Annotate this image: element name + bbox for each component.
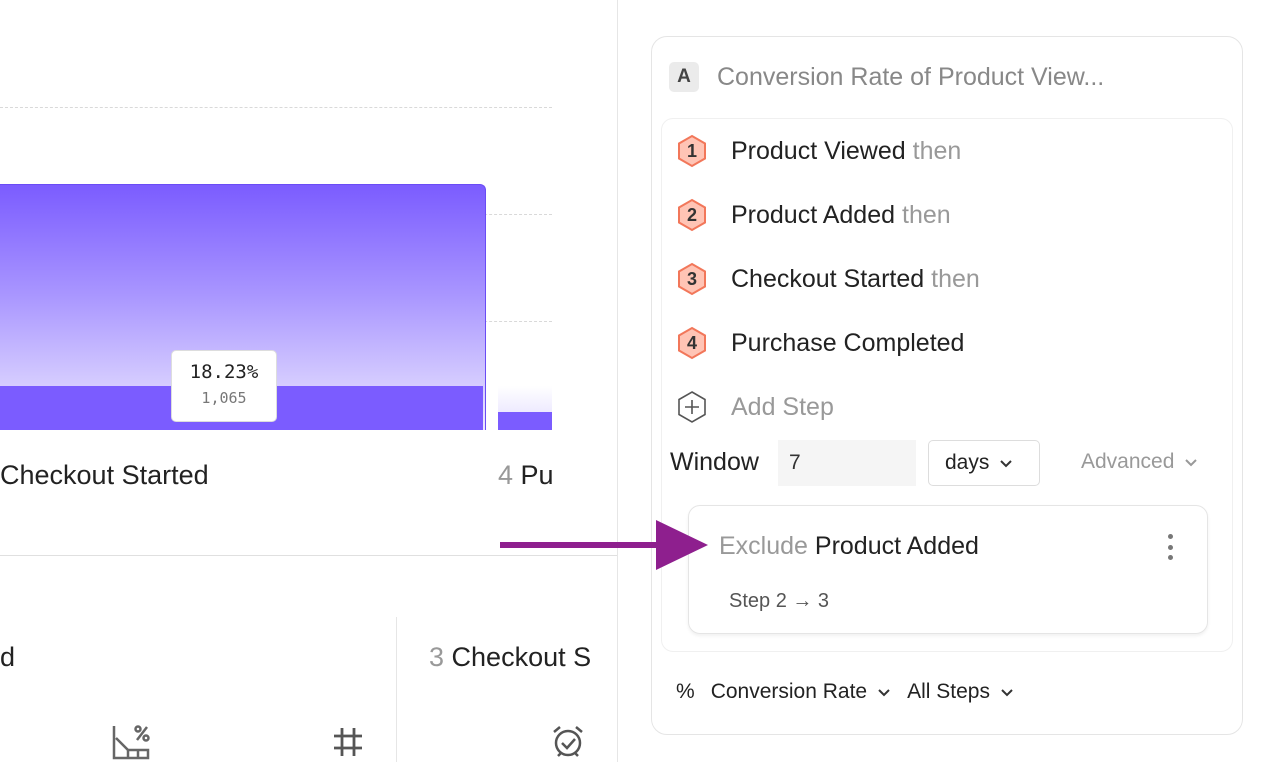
bar-label-name: Pu <box>520 460 552 490</box>
metric-title[interactable]: Conversion Rate of Product View... <box>717 63 1105 91</box>
step-number-icon: 1 <box>676 134 708 168</box>
summary-column-title: 3 Checkout S <box>429 642 617 673</box>
step-number: 3 <box>686 269 697 289</box>
tooltip-count: 1,065 <box>201 389 247 407</box>
metric-type-value: Conversion Rate <box>710 680 868 703</box>
step-suffix: then <box>931 264 980 293</box>
bar-label: 4 Pu <box>498 460 552 491</box>
conversion-tooltip: 18.23% 1,065 <box>171 350 277 422</box>
advanced-label: Advanced <box>1081 450 1175 473</box>
exclusion-title: Exclude Product Added <box>719 532 979 561</box>
hash-icon[interactable] <box>332 726 364 758</box>
chevron-down-icon <box>878 688 890 696</box>
steps-scope-dropdown[interactable]: All Steps <box>907 680 1014 704</box>
step-suffix: then <box>902 200 951 229</box>
step-name: Purchase Completed <box>731 328 965 357</box>
chevron-down-icon <box>1000 459 1013 467</box>
window-unit-value: days <box>945 451 990 474</box>
bar-label: Checkout Started <box>0 460 209 491</box>
metric-type-dropdown[interactable]: Conversion Rate <box>711 680 891 704</box>
more-options-icon[interactable] <box>1167 534 1173 560</box>
tooltip-percent: 18.23% <box>189 361 259 383</box>
step-name: Checkout Started <box>731 264 925 293</box>
funnel-step[interactable]: 1 Product Viewed then <box>676 134 961 168</box>
add-step-label: Add Step <box>731 392 834 421</box>
step-name: Product Added <box>731 200 896 229</box>
percent-icon: % <box>676 680 695 703</box>
summary-number: 3 <box>429 642 445 672</box>
summary-name: Checkout S <box>451 642 592 672</box>
metric-badge: A <box>669 62 699 92</box>
add-step-button[interactable]: Add Step <box>676 390 834 424</box>
window-label: Window <box>670 448 759 476</box>
bar-purchase-completed-converted[interactable] <box>498 412 552 430</box>
plus-hex-icon <box>676 390 708 424</box>
summary-column-title: d <box>0 642 20 673</box>
divider <box>0 555 617 556</box>
divider <box>396 617 397 762</box>
bar-label-name: Checkout Started <box>0 460 209 490</box>
gridline <box>0 107 552 108</box>
advanced-dropdown[interactable]: Advanced <box>1081 450 1198 474</box>
step-number: 2 <box>686 205 697 225</box>
step-number: 4 <box>686 333 697 353</box>
exclusion-event: Product Added <box>814 532 979 560</box>
step-number: 1 <box>686 141 697 161</box>
window-input[interactable] <box>778 440 916 486</box>
step-name: Product Viewed <box>731 136 906 165</box>
exclusion-prefix: Exclude <box>719 532 808 560</box>
metric-settings-row: % Conversion Rate All Steps <box>676 680 1014 704</box>
panel-divider <box>617 0 618 762</box>
window-unit-select[interactable]: days <box>928 440 1040 486</box>
chevron-down-icon <box>1185 458 1198 466</box>
alarm-check-icon[interactable] <box>550 724 586 760</box>
chart-percent-icon[interactable] <box>112 724 150 760</box>
funnel-step[interactable]: 4 Purchase Completed <box>676 326 964 360</box>
funnel-step[interactable]: 2 Product Added then <box>676 198 951 232</box>
funnel-metric-card <box>651 36 1243 735</box>
chevron-down-icon <box>1001 688 1013 696</box>
exclusion-card[interactable]: Exclude Product Added Step 2 → 3 <box>688 505 1208 634</box>
arrow-annotation <box>500 520 708 570</box>
steps-scope-value: All Steps <box>907 680 990 703</box>
funnel-step[interactable]: 3 Checkout Started then <box>676 262 980 296</box>
summary-name: d <box>0 642 16 672</box>
step-number-icon: 2 <box>676 198 708 232</box>
steps-container <box>661 118 1233 652</box>
step-number-icon: 4 <box>676 326 708 360</box>
step-number-icon: 3 <box>676 262 708 296</box>
exclusion-step-range: Step 2 → 3 <box>729 590 830 612</box>
step-suffix: then <box>912 136 962 165</box>
bar-label-number: 4 <box>498 460 514 490</box>
